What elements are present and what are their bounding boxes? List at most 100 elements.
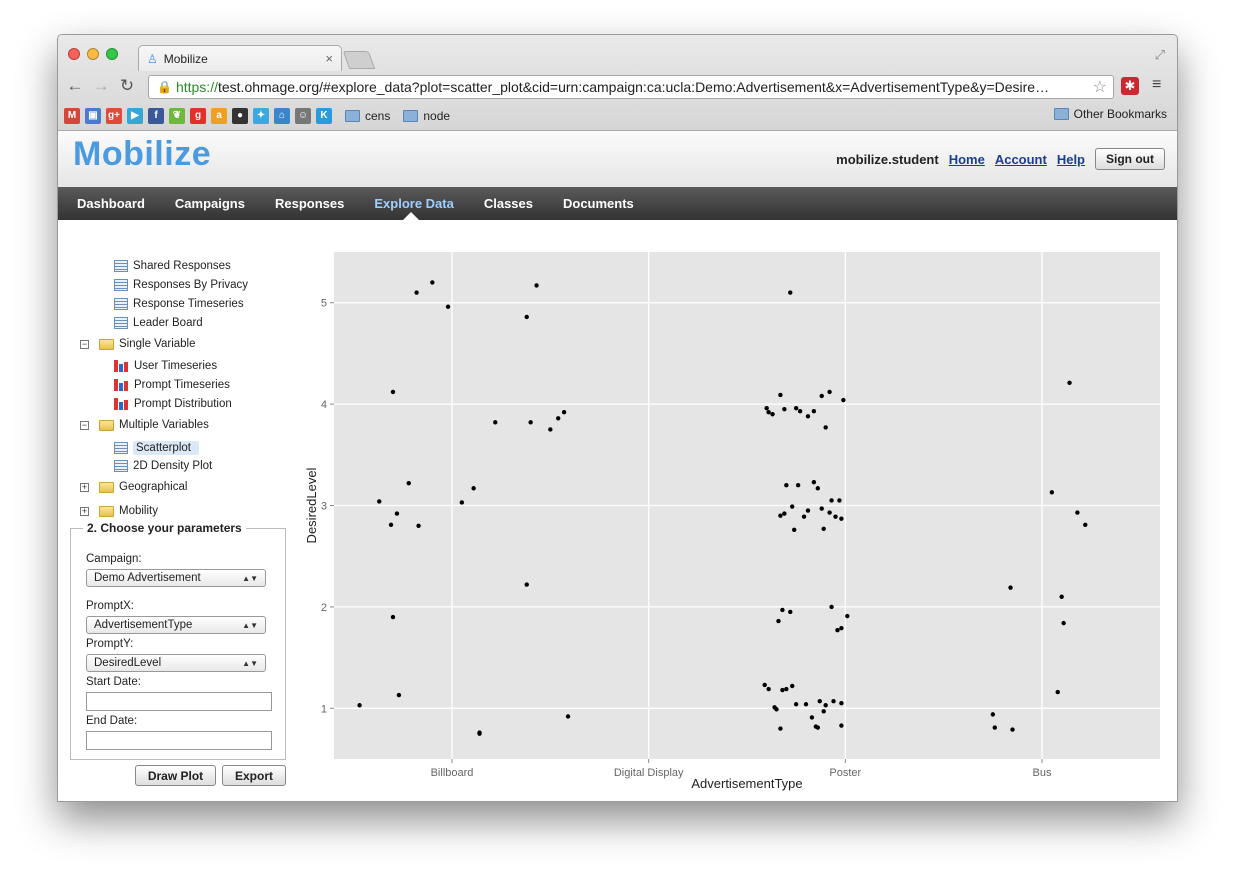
tree-item-label: Shared Responses xyxy=(133,260,231,272)
data-point xyxy=(790,683,795,689)
reload-icon[interactable]: ↻ xyxy=(119,76,135,95)
promptx-select[interactable]: AdvertisementType ▲▼ xyxy=(86,616,266,634)
extension-icon[interactable]: ✱ xyxy=(1121,77,1139,95)
x-axis-label: AdvertisementType xyxy=(691,776,802,791)
zoom-window-button[interactable] xyxy=(106,48,118,60)
data-point xyxy=(821,526,826,532)
close-window-button[interactable] xyxy=(68,48,80,60)
nav-explore-data[interactable]: Explore Data xyxy=(374,196,454,211)
reddit-icon[interactable]: ☺ xyxy=(295,108,311,124)
draw-plot-button[interactable]: Draw Plot xyxy=(135,765,216,786)
k-icon[interactable]: K xyxy=(316,108,332,124)
home-link[interactable]: Home xyxy=(948,151,985,167)
tree-item[interactable]: 2D Density Plot xyxy=(114,460,212,472)
amazon-icon[interactable]: a xyxy=(211,108,227,124)
account-link[interactable]: Account xyxy=(994,151,1047,167)
expand-icon[interactable]: + xyxy=(80,505,89,516)
user-icon: ♙ xyxy=(147,51,158,66)
data-point xyxy=(792,527,797,533)
tree-item-label: User Timeseries xyxy=(134,360,218,372)
data-point xyxy=(815,725,820,730)
other-bookmarks[interactable]: Other Bookmarks xyxy=(1053,107,1167,121)
nav-documents[interactable]: Documents xyxy=(563,196,634,211)
data-point xyxy=(788,609,793,615)
start-date-label: Start Date: xyxy=(86,676,141,688)
nav-responses[interactable]: Responses xyxy=(274,196,345,211)
address-bar[interactable]: 🔒 https:// test.ohmage.org/#explore_data… xyxy=(148,75,1114,99)
data-point xyxy=(493,420,498,425)
data-point xyxy=(1008,585,1013,590)
fullscreen-icon[interactable]: ⤢ xyxy=(1154,47,1165,62)
star-icon[interactable]: ☆ xyxy=(1092,79,1107,96)
facebook-icon[interactable]: f xyxy=(148,108,164,124)
browser-tab[interactable]: ♙ Mobilize × xyxy=(138,45,342,71)
folder-icon xyxy=(345,110,360,122)
docs-icon[interactable]: ▣ xyxy=(85,108,101,124)
leaf-icon[interactable]: ❦ xyxy=(169,108,185,124)
home-icon[interactable]: ⌂ xyxy=(274,108,290,124)
tree-item[interactable]: − Multiple Variables xyxy=(80,419,209,431)
folder-icon xyxy=(403,110,419,122)
data-point xyxy=(782,511,787,516)
data-point xyxy=(829,604,834,610)
tree-item-label: Mobility xyxy=(119,505,158,517)
logo[interactable]: Mobilize xyxy=(73,135,212,173)
folder-label: cens xyxy=(365,109,391,123)
nav-classes[interactable]: Classes xyxy=(483,196,533,211)
data-point xyxy=(766,686,771,692)
start-date-input[interactable] xyxy=(86,692,272,711)
twitter-icon[interactable]: ✦ xyxy=(253,108,269,124)
tree-item[interactable]: User Timeseries xyxy=(114,360,217,372)
bookmark-folder-cens[interactable]: cens xyxy=(345,109,390,123)
bookmark-folder-node[interactable]: node xyxy=(403,109,450,123)
forward-arrow-icon[interactable]: → xyxy=(92,76,110,95)
campaign-select[interactable]: Demo Advertisement ▲▼ xyxy=(86,569,266,587)
nav-campaigns[interactable]: Campaigns xyxy=(174,196,245,211)
tree-item[interactable]: Leader Board xyxy=(114,317,203,329)
tree-item[interactable]: Response Timeseries xyxy=(114,298,244,310)
nav-dashboard[interactable]: Dashboard xyxy=(77,196,145,211)
grid-icon xyxy=(114,260,128,272)
campaign-value: Demo Advertisement xyxy=(94,572,201,584)
data-point xyxy=(845,613,850,619)
play-icon[interactable]: ▶ xyxy=(127,108,143,124)
tree-item[interactable]: + Mobility xyxy=(80,505,158,517)
help-link[interactable]: Help xyxy=(1056,151,1085,167)
tree-item[interactable]: Responses By Privacy xyxy=(114,279,248,291)
tree-item[interactable]: Shared Responses xyxy=(114,260,231,272)
y-tick-label: 2 xyxy=(321,602,327,614)
menu-icon[interactable]: ≡ xyxy=(1152,76,1162,93)
data-point xyxy=(357,703,362,708)
google-plus-icon[interactable]: g+ xyxy=(106,108,122,124)
data-point xyxy=(795,483,801,488)
tree-item[interactable]: Prompt Distribution xyxy=(114,398,232,410)
back-arrow-icon[interactable]: ← xyxy=(66,76,84,95)
data-point xyxy=(430,280,435,285)
gmail-icon[interactable]: M xyxy=(64,108,80,124)
data-point xyxy=(770,412,775,417)
params-legend: 2. Choose your parameters xyxy=(83,521,246,535)
minimize-window-button[interactable] xyxy=(87,48,99,60)
data-point xyxy=(835,628,840,633)
data-point xyxy=(471,486,476,491)
data-point xyxy=(780,607,785,613)
tree-item[interactable]: Scatterplot xyxy=(114,441,199,455)
collapse-icon[interactable]: − xyxy=(80,338,89,349)
export-button[interactable]: Export xyxy=(222,765,286,786)
expand-icon[interactable]: + xyxy=(80,481,89,492)
collapse-icon[interactable]: − xyxy=(80,419,89,430)
grooveshark-icon[interactable]: g xyxy=(190,108,206,124)
tree-item[interactable]: − Single Variable xyxy=(80,338,196,350)
github-icon[interactable]: ● xyxy=(232,108,248,124)
tree-item[interactable]: Prompt Timeseries xyxy=(114,379,230,391)
data-point xyxy=(1061,620,1066,626)
tab-close-icon[interactable]: × xyxy=(325,51,333,66)
end-date-input[interactable] xyxy=(86,731,272,750)
tree-item-label: 2D Density Plot xyxy=(133,460,213,472)
data-point xyxy=(1059,594,1064,599)
tree-item[interactable]: + Geographical xyxy=(80,481,187,493)
signout-button[interactable]: Sign out xyxy=(1095,148,1165,170)
prompty-select[interactable]: DesiredLevel ▲▼ xyxy=(86,654,266,672)
x-tick-label: Bus xyxy=(1033,767,1052,779)
new-tab-button[interactable] xyxy=(342,51,376,69)
